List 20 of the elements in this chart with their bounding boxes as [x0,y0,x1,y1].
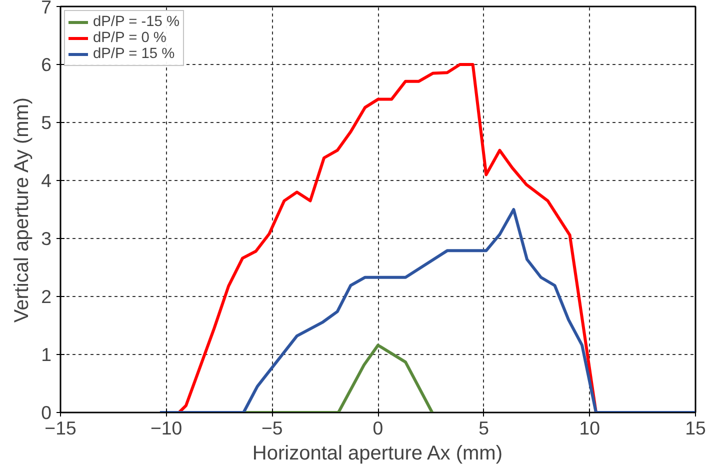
x-tick-label: 10 [579,418,600,438]
legend-label: dP/P = -15 % [93,14,180,30]
y-tick-label: 7 [41,0,52,18]
x-tick-label: −5 [262,418,283,438]
y-tick-label: 2 [41,286,52,307]
y-tick-label: 4 [41,170,52,191]
x-tick-label: 0 [372,418,384,438]
x-tick-label: 15 [685,418,706,438]
y-tick-label: 0 [41,402,52,423]
legend-label: dP/P = 0 % [93,30,166,46]
x-tick-label: −10 [150,418,182,438]
x-tick-label: 5 [478,418,490,438]
x-axis-title: Horizontal aperture Ax (mm) [252,442,502,464]
line-series [158,208,696,412]
y-tick-label: 5 [41,112,52,133]
y-axis-title: Vertical aperture Ay (mm) [11,97,34,323]
y-tick-label: 6 [41,54,52,75]
y-tick-label: 1 [41,344,52,365]
legend-label: dP/P = 15 % [93,46,175,62]
y-tick-label: 3 [41,228,52,249]
